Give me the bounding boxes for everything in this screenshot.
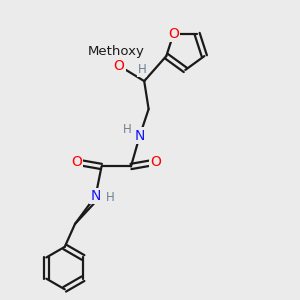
Text: Methoxy: Methoxy — [88, 45, 145, 58]
Text: O: O — [168, 27, 179, 41]
Text: N: N — [90, 189, 101, 203]
Text: N: N — [135, 129, 145, 142]
Text: O: O — [151, 155, 161, 169]
Text: H: H — [137, 63, 146, 76]
Text: H: H — [105, 191, 114, 204]
Text: H: H — [123, 123, 132, 136]
Text: O: O — [114, 59, 124, 73]
Text: O: O — [71, 155, 82, 169]
